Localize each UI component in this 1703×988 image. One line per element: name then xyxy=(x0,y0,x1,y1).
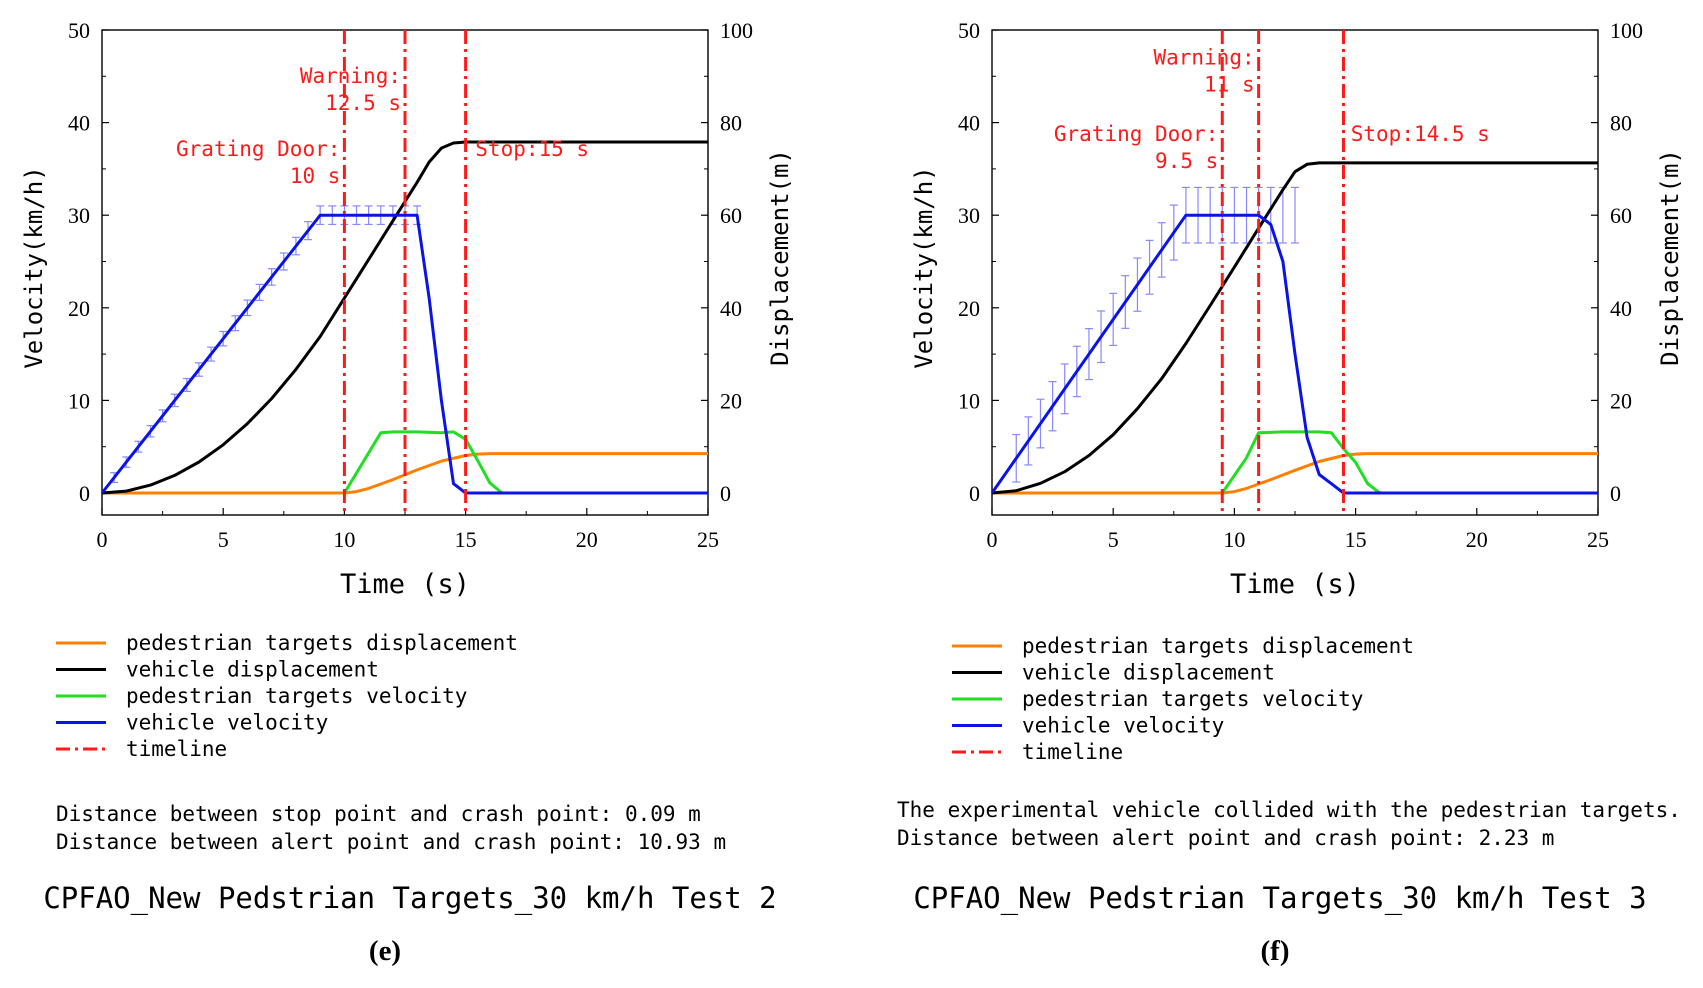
y-left-tick-label: 20 xyxy=(958,296,980,321)
legend: pedestrian targets displacement vehicle d… xyxy=(952,634,1414,764)
result-note: Distance between alert point and crash p… xyxy=(897,826,1554,850)
y-right-tick-label: 20 xyxy=(720,388,742,413)
y-right-tick-label: 0 xyxy=(1610,481,1621,506)
y-left-tick-label: 40 xyxy=(68,111,90,136)
y-left-tick-label: 10 xyxy=(958,388,980,413)
y-right-tick-label: 80 xyxy=(1610,111,1632,136)
x-tick-label: 15 xyxy=(455,527,477,552)
annotation-text: Warning: xyxy=(1153,45,1254,69)
panel-label: (e) xyxy=(369,935,401,967)
y-left-axis-label: Velocity(km/h) xyxy=(20,166,48,368)
x-tick-label: 5 xyxy=(218,527,229,552)
x-tick-label: 10 xyxy=(333,527,355,552)
legend-label: timeline xyxy=(1022,740,1123,764)
vehicle-velocity-line xyxy=(100,213,708,495)
y-left-tick-label: 50 xyxy=(68,18,90,43)
x-tick-label: 5 xyxy=(1108,527,1119,552)
x-tick-label: 20 xyxy=(576,527,598,552)
y-left-tick-label: 20 xyxy=(68,296,90,321)
result-note: The experimental vehicle collided with t… xyxy=(897,798,1681,822)
legend-label: pedestrian targets displacement xyxy=(1022,634,1414,658)
pedestrian-targets-displacement-line xyxy=(102,452,708,495)
y-left-tick-label: 50 xyxy=(958,18,980,43)
x-tick-label: 0 xyxy=(987,527,998,552)
annotation-text: 10 s xyxy=(290,164,341,188)
y-left-tick-label: 10 xyxy=(68,388,90,413)
legend-label: pedestrian targets displacement xyxy=(126,631,518,655)
legend-label: vehicle velocity xyxy=(126,711,328,735)
y-right-tick-label: 60 xyxy=(720,203,742,228)
annotation-text: Stop:14.5 s xyxy=(1351,122,1490,146)
pedestrian-targets-velocity-line xyxy=(1221,430,1381,495)
y-left-tick-label: 40 xyxy=(958,111,980,136)
annotation-text: Grating Door: xyxy=(1054,122,1218,146)
y-right-tick-label: 80 xyxy=(720,111,742,136)
legend-label: vehicle velocity xyxy=(1022,714,1224,738)
legend-label: timeline xyxy=(126,737,227,761)
legend-label: vehicle displacement xyxy=(1022,661,1275,685)
x-tick-label: 25 xyxy=(697,527,719,552)
pedestrian-targets-velocity-line xyxy=(343,430,503,495)
x-axis-label: Time (s) xyxy=(1230,569,1360,600)
plot-frame xyxy=(991,29,1599,516)
legend: pedestrian targets displacement vehicle d… xyxy=(56,631,518,761)
vehicle-displacement-line xyxy=(101,140,708,495)
y-right-axis-label: Displacement(m) xyxy=(766,149,794,366)
y-right-axis-label: Displacement(m) xyxy=(1656,149,1684,366)
legend-label: pedestrian targets velocity xyxy=(126,684,467,708)
y-right-tick-label: 100 xyxy=(720,18,753,43)
y-right-tick-label: 40 xyxy=(720,296,742,321)
y-left-tick-label: 30 xyxy=(958,203,980,228)
annotation-text: Stop:15 s xyxy=(475,137,589,161)
annotation-text: 11 s xyxy=(1204,72,1255,96)
chart-title: CPFAO_New Pedstrian Targets_30 km/h Test… xyxy=(43,881,776,916)
annotation-text: 12.5 s xyxy=(325,91,401,115)
result-note: Distance between stop point and crash po… xyxy=(56,802,701,826)
y-left-tick-label: 0 xyxy=(969,481,980,506)
result-note: Distance between alert point and crash p… xyxy=(56,830,726,854)
x-axis-label: Time (s) xyxy=(340,569,470,600)
pedestrian-targets-displacement-line xyxy=(992,452,1598,495)
x-tick-label: 0 xyxy=(97,527,108,552)
y-right-tick-label: 100 xyxy=(1610,18,1643,43)
y-right-tick-label: 40 xyxy=(1610,296,1632,321)
x-tick-label: 20 xyxy=(1466,527,1488,552)
x-tick-label: 15 xyxy=(1345,527,1367,552)
panel-label: (f) xyxy=(1261,935,1290,967)
chart-title: CPFAO_New Pedstrian Targets_30 km/h Test… xyxy=(913,881,1646,916)
y-left-tick-label: 30 xyxy=(68,203,90,228)
y-right-tick-label: 20 xyxy=(1610,388,1632,413)
legend-label: pedestrian targets velocity xyxy=(1022,687,1363,711)
y-right-tick-label: 0 xyxy=(720,481,731,506)
annotation-text: Warning: xyxy=(300,64,401,88)
annotation-text: Grating Door: xyxy=(176,137,340,161)
y-left-axis-label: Velocity(km/h) xyxy=(910,166,938,368)
vehicle-velocity-line xyxy=(990,213,1598,495)
y-right-tick-label: 60 xyxy=(1610,203,1632,228)
legend-label: vehicle displacement xyxy=(126,658,379,682)
vehicle-displacement-line xyxy=(991,161,1598,495)
annotation-text: 9.5 s xyxy=(1155,149,1218,173)
y-left-tick-label: 0 xyxy=(79,481,90,506)
x-tick-label: 25 xyxy=(1587,527,1609,552)
x-tick-label: 10 xyxy=(1223,527,1245,552)
